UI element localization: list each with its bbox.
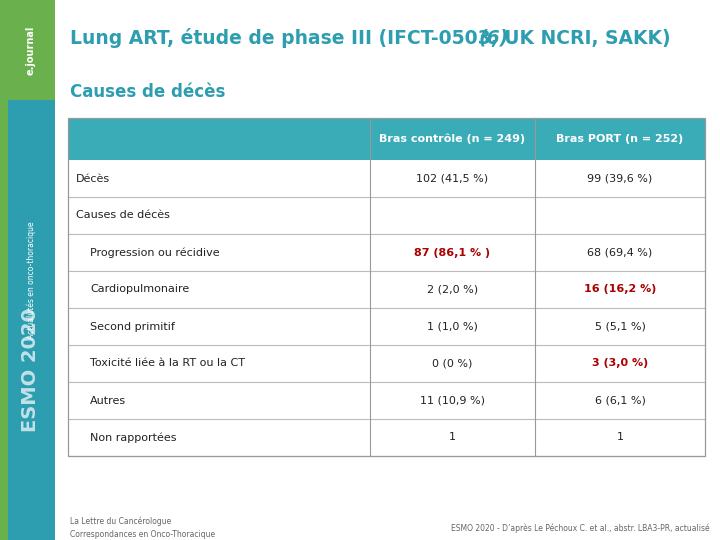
Text: e.journal: e.journal bbox=[26, 25, 36, 75]
Text: 1: 1 bbox=[616, 433, 624, 442]
Bar bbox=[0, 0, 8, 540]
Text: Lung ART, étude de phase III (IFCT-0503, UK NCRI, SAKK): Lung ART, étude de phase III (IFCT-0503,… bbox=[70, 28, 677, 48]
Bar bbox=[68, 345, 705, 382]
Text: ESMO 2020 - D’après Le Péchoux C. et al., abstr. LBA3-PR, actualisé: ESMO 2020 - D’après Le Péchoux C. et al.… bbox=[451, 523, 710, 533]
Text: Toxicité liée à la RT ou la CT: Toxicité liée à la RT ou la CT bbox=[90, 359, 245, 368]
Text: Autres: Autres bbox=[90, 395, 126, 406]
Bar bbox=[68, 308, 705, 345]
Text: ESMO 2020: ESMO 2020 bbox=[22, 308, 40, 432]
Text: 102 (41,5 %): 102 (41,5 %) bbox=[416, 173, 489, 184]
Text: 16 (16,2 %): 16 (16,2 %) bbox=[584, 285, 656, 294]
Bar bbox=[68, 118, 705, 456]
Text: Décès: Décès bbox=[76, 173, 110, 184]
Text: 1 (1,0 %): 1 (1,0 %) bbox=[427, 321, 478, 332]
Text: Causes de décès: Causes de décès bbox=[70, 83, 225, 101]
Text: Progression ou récidive: Progression ou récidive bbox=[90, 247, 220, 258]
Text: La Lettre du Cancérologue
Correspondances en Onco-Thoracique: La Lettre du Cancérologue Correspondance… bbox=[70, 517, 215, 539]
Bar bbox=[68, 271, 705, 308]
Bar bbox=[68, 382, 705, 419]
Text: 1: 1 bbox=[449, 433, 456, 442]
Text: Non rapportées: Non rapportées bbox=[90, 432, 176, 443]
Text: 68 (69,4 %): 68 (69,4 %) bbox=[588, 247, 652, 258]
Text: 0 (0 %): 0 (0 %) bbox=[432, 359, 473, 368]
Text: 6 (6,1 %): 6 (6,1 %) bbox=[595, 395, 645, 406]
Bar bbox=[68, 234, 705, 271]
Bar bbox=[8, 0, 55, 540]
Text: Bras contrôle (n = 249): Bras contrôle (n = 249) bbox=[379, 134, 526, 144]
Text: 2 (2,0 %): 2 (2,0 %) bbox=[427, 285, 478, 294]
Text: 5 (5,1 %): 5 (5,1 %) bbox=[595, 321, 645, 332]
Text: (6): (6) bbox=[479, 29, 509, 48]
Bar bbox=[68, 419, 705, 456]
Text: Causes de décès: Causes de décès bbox=[76, 211, 170, 220]
Text: Actualútés en onco-thoracique: Actualútés en onco-thoracique bbox=[26, 221, 36, 339]
Bar bbox=[8, 0, 55, 100]
Bar bbox=[68, 160, 705, 197]
Text: 3 (3,0 %): 3 (3,0 %) bbox=[592, 359, 648, 368]
Text: Bras PORT (n = 252): Bras PORT (n = 252) bbox=[557, 134, 683, 144]
Text: 99 (39,6 %): 99 (39,6 %) bbox=[588, 173, 652, 184]
Text: Second primitif: Second primitif bbox=[90, 321, 175, 332]
Text: 11 (10,9 %): 11 (10,9 %) bbox=[420, 395, 485, 406]
Bar bbox=[68, 118, 705, 160]
Bar bbox=[68, 197, 705, 234]
Text: 87 (86,1 % ): 87 (86,1 % ) bbox=[415, 247, 490, 258]
Text: Cardiopulmonaire: Cardiopulmonaire bbox=[90, 285, 189, 294]
